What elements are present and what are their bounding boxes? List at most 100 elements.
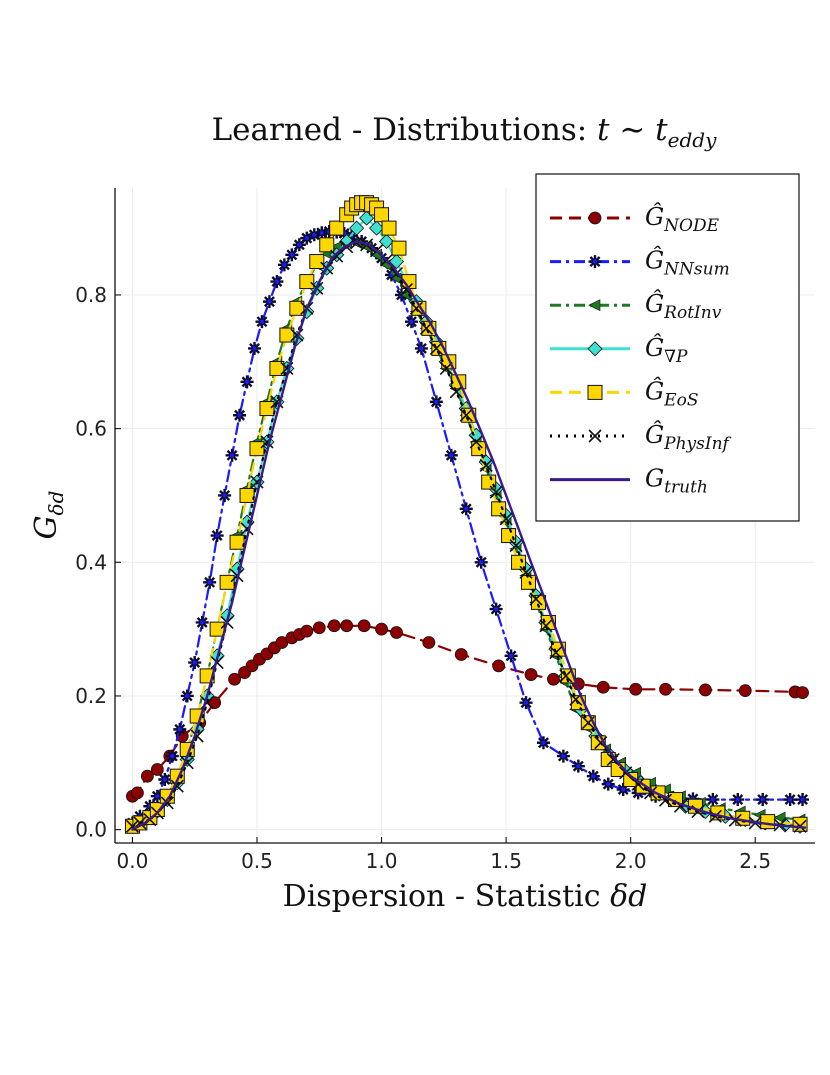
data-point [409,301,423,315]
data-point [229,534,245,550]
data-point [279,327,295,343]
data-point-core [282,262,287,268]
data-point [492,659,506,673]
data-point [208,696,222,710]
legend-marker-sample [588,429,602,443]
data-point [549,645,563,660]
data-point [596,680,610,694]
data-point [708,809,722,823]
series-6 [131,240,807,831]
legend-label-sub: truth [664,478,708,498]
data-point [659,682,672,696]
data-point-core [199,620,205,625]
legend-entry: ĜNNsum [550,246,730,280]
legend-label: ĜNNsum [645,246,730,280]
data-point [422,636,436,649]
data-point [760,814,776,830]
data-point-core [222,493,227,498]
data-point [521,574,537,590]
legend-label-base: Ĝ [645,420,664,449]
data-point [511,554,527,570]
y-tick-label: 0.2 [75,684,107,708]
legend-label-sub: NODE [663,216,719,236]
data-point-core [192,660,197,665]
data-point-core [409,319,414,324]
data-point [449,385,463,399]
data-point-core [523,700,529,705]
data-point [329,220,345,236]
data-point [319,237,335,253]
data-point-core [760,797,765,802]
data-point-core [229,453,235,458]
legend-marker-sample-core [592,259,598,264]
data-point [259,401,275,417]
data-point [249,441,265,457]
data-point [489,485,503,499]
legend-marker-sample [588,211,602,225]
data-point [631,777,645,791]
data-point-core [177,727,182,732]
series-layer [124,195,810,834]
data-point [269,360,285,376]
data-point-core [267,299,272,304]
y-axis-label: Gδd [29,491,68,540]
data-point [519,565,533,579]
data-point-core [591,773,596,779]
data-point-core [434,399,439,405]
data-point [300,624,314,638]
legend-label-sub: NNsum [663,260,730,280]
data-point [390,626,403,639]
y-tick-label: 0.8 [75,283,107,307]
data-point-core [155,794,160,799]
data-point-core [297,242,302,248]
legend-entry: ĜEoS [550,376,698,410]
data-point-core [274,279,280,284]
data-point [469,435,483,449]
x-tick-label: 2.0 [615,849,647,873]
data-point-core [244,379,250,385]
legend-label-sub: ∇P [664,347,688,367]
data-point-core [259,319,265,324]
data-point-core [493,606,499,612]
data-point [644,786,658,800]
data-point [559,669,573,683]
data-point-core [508,653,514,659]
legend-entry: Ĝ∇P [550,333,688,367]
legend-label-base: Ĝ [645,246,664,275]
data-point [230,569,244,583]
data-point [459,408,473,422]
data-point [479,458,493,472]
axes: 0.0 0.5 1.0 1.5 2.0 2.5 0.0 0.2 0.4 0.6 0.8 [75,188,815,873]
legend-label: ĜRotInv [645,289,722,323]
data-point [131,786,144,800]
data-point [698,683,712,697]
data-point-core [289,252,295,258]
data-point-core [620,787,626,792]
y-tick-label: 0.4 [75,550,107,574]
data-point-core [464,506,469,512]
data-point-core [449,453,454,458]
legend-entry: ĜRotInv [550,289,722,323]
data-point [381,220,397,236]
y-tick-label: 0.6 [75,417,107,441]
data-point [312,621,326,635]
data-point [374,207,390,223]
data-point [140,769,154,783]
data-point-core [304,235,310,241]
data-point [125,819,140,833]
data-point-core [252,346,257,351]
data-point [309,254,325,270]
data-point-core [735,797,740,802]
data-point-core [710,797,716,802]
data-point [454,648,468,661]
data-point [547,672,560,686]
legend-entry: ĜNODE [550,202,720,236]
legend-marker-sample [587,384,603,400]
data-point-core [787,797,793,802]
data-point [792,816,808,832]
data-point [539,619,553,633]
data-point [209,621,225,637]
data-point-core [237,413,242,418]
data-point [160,796,174,810]
